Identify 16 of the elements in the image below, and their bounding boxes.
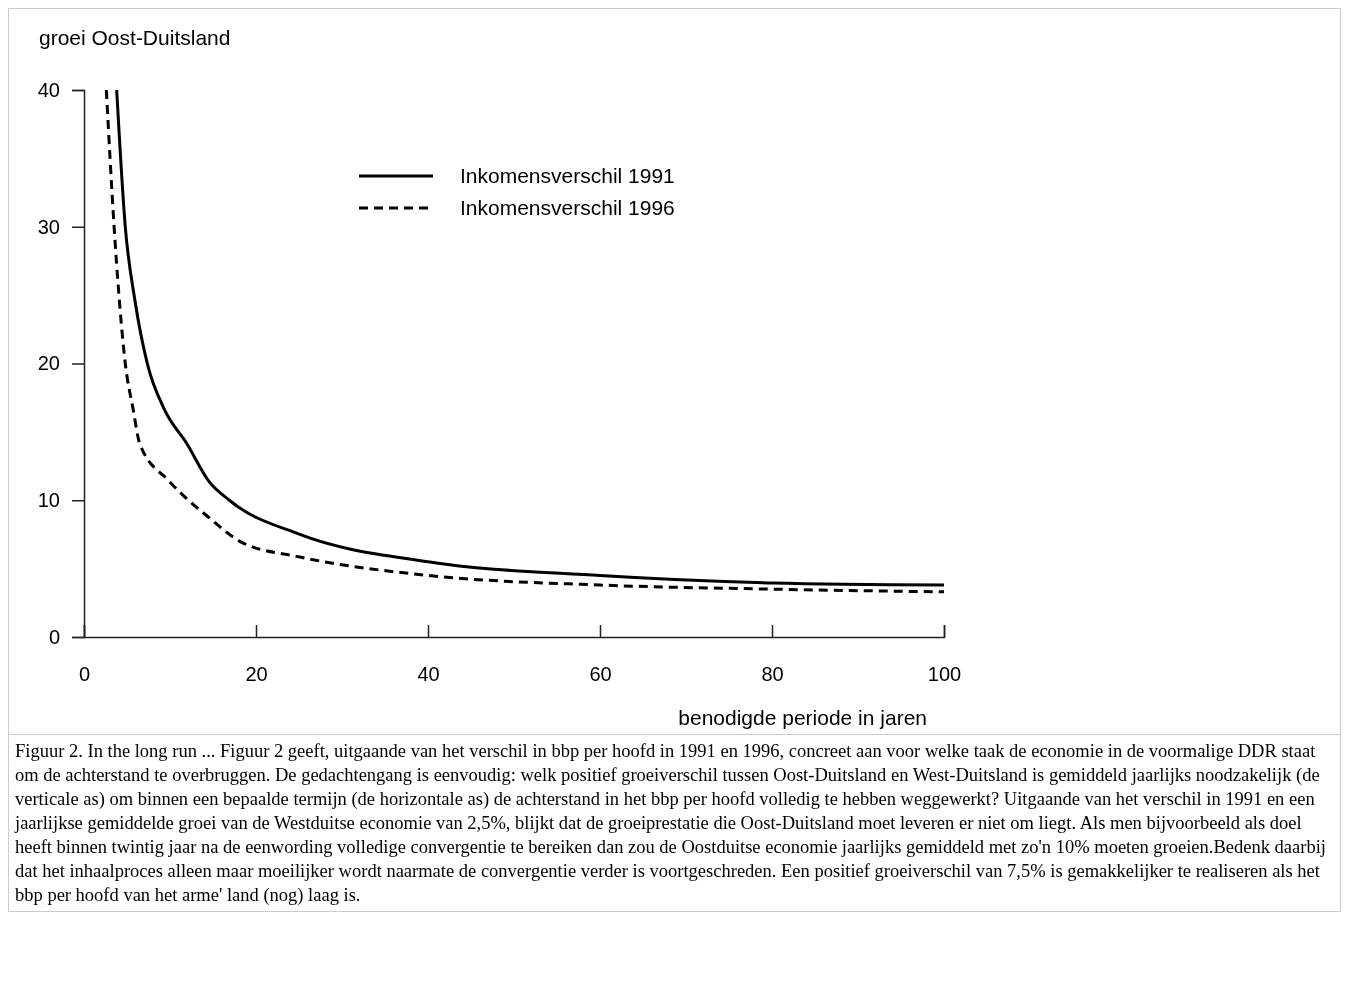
text: Figuur 2. In the long run ... Figuur 2 geeft, uitgaande van het verschil in bbp per hoofd in 1991 en 1996, concreet aan voor welke taak de economie in de voormalige DDR staat om de achterstand te overbruggen. De gedachtengang is eenvoudig: welk positief groeiverschil tussen Oost-Duitsland en West-Duitsland is gemiddeld jaarlijks noodzakelijk (de verticale as) om binnen een bepaalde termijn (de horizontale as) de achterstand in het bbp per hoofd volledig te hebben weggewerkt? Uitgaande van het verschil in 1991 en een jaarlijkse gemiddelde groei van de Westduitse economie van 2,5%, blijkt dat de groeiprestatie die Oost-Duitsland moet leveren er niet om liegt. Als men bijvoorbeeld als doel heeft binnen twintig jaar na de eenwording volledige convergentie te bereiken dan zou de Oostduitse economie jaarlijks gemiddeld met zo'n 10% moeten groeien.Bedenk daarbij dat het inhaalproces alleen maar moeilijker wordt naarmate de convergentie verder is voortgeschreden. Een positief groeiverschil van 7,5% is gemakkelijker te realiseren als het bbp per hoofd van het arme' land (nog) laag is.	[15, 740, 1327, 907]
y-tick-label: 0	[48, 625, 60, 648]
x-tick-label: 80	[761, 663, 784, 686]
legend-label: Inkomensverschil 1991	[460, 164, 675, 188]
legend-label: Inkomensverschil 1996	[460, 196, 675, 220]
y-tick-label: 30	[37, 215, 60, 238]
y-tick-label: 10	[37, 489, 60, 512]
x-tick-label: 40	[417, 663, 440, 686]
y-tick-label: 40	[37, 78, 60, 101]
y-tick-label: 20	[37, 352, 60, 375]
x-tick-label: 0	[78, 663, 91, 686]
x-axis-title: benodigde periode in jaren	[678, 706, 927, 729]
x-tick-label: 20	[245, 663, 268, 686]
y-axis-title: groei Oost-Duitsland	[39, 26, 231, 49]
x-tick-label: 60	[589, 663, 612, 686]
x-tick-label: 100	[927, 663, 962, 686]
